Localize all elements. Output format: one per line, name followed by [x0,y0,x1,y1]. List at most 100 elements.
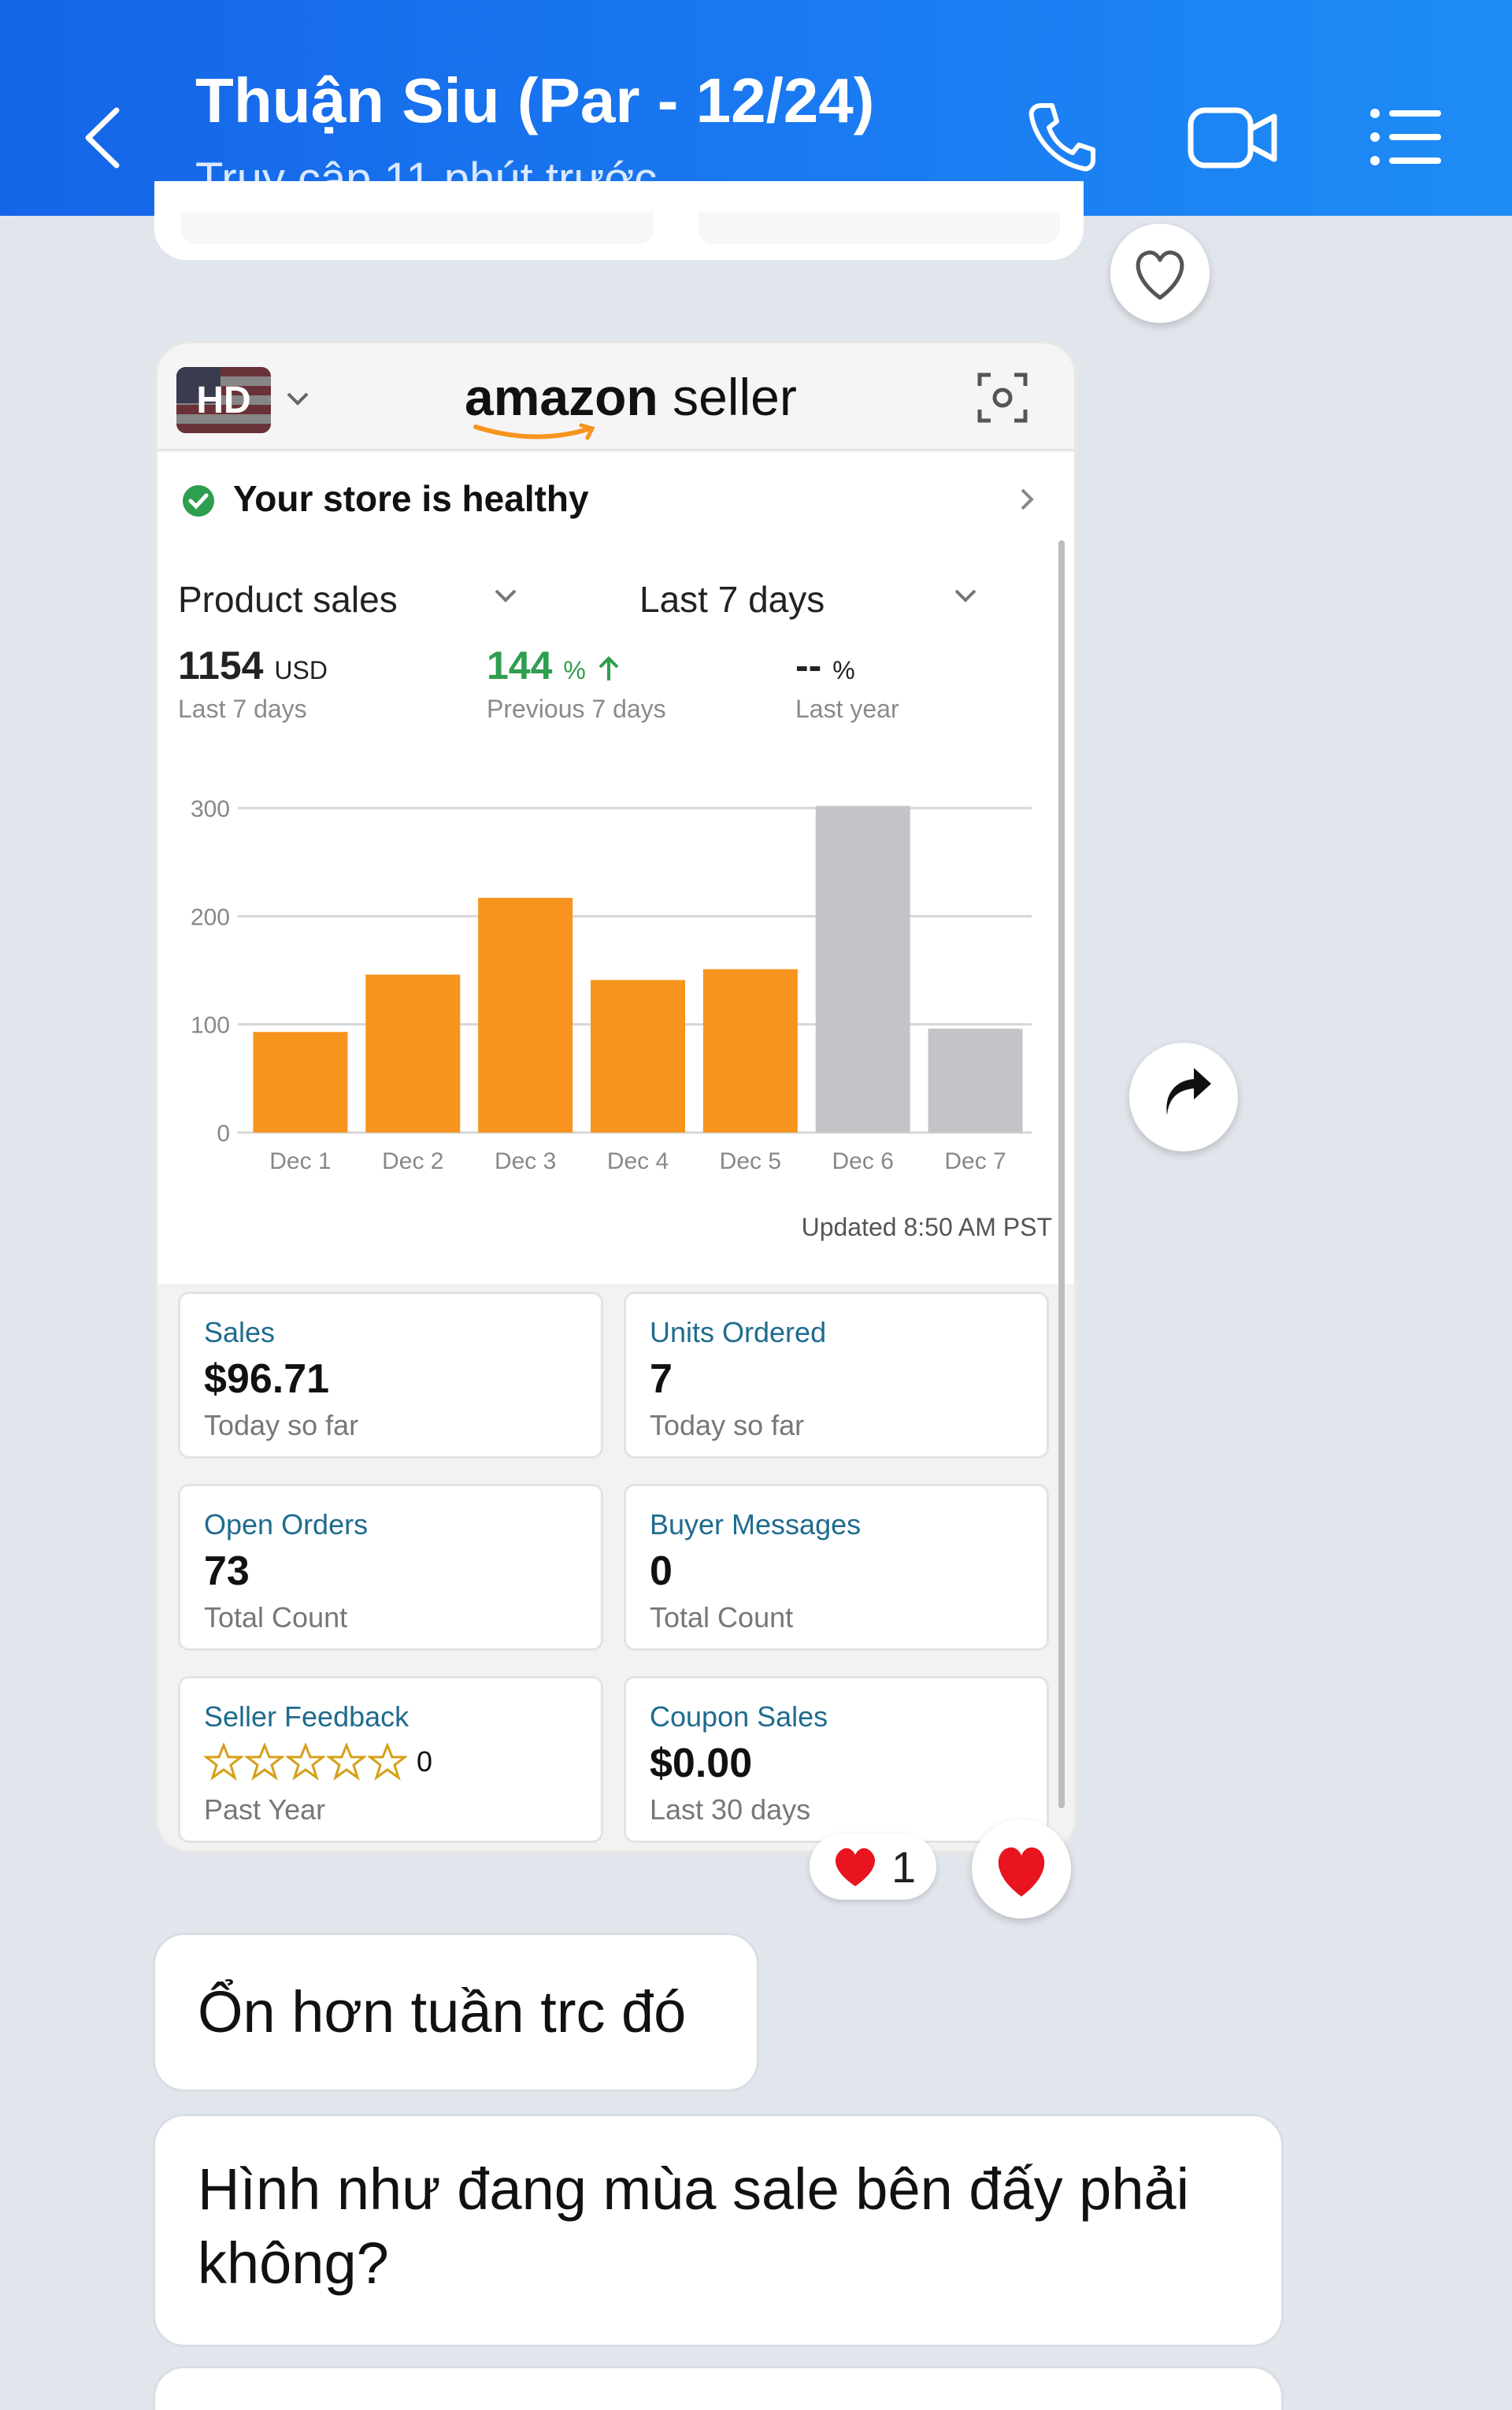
star-outline-icon [327,1743,366,1781]
message-bubble-partial [153,2366,1284,2410]
tile-caption: Past Year [204,1793,326,1826]
metric-selector[interactable]: Product sales [178,579,398,620]
message-bubble[interactable]: Ổn hơn tuần trc đó [153,1933,759,2092]
tile-caption: Today so far [650,1409,805,1441]
sales-yoy-caption: Last year [795,695,899,723]
bar-dec-5 [702,969,798,1133]
heart-icon [835,1848,876,1886]
chat-options-button[interactable] [1367,98,1446,180]
seller-feedback-tile[interactable]: Seller Feedback 0 Past Year [178,1676,603,1843]
video-call-icon [1188,107,1277,169]
sales-yoy: -- % [795,643,855,688]
sales-total-caption: Last 7 days [178,695,307,723]
heart-outline-icon [1136,250,1184,300]
tile-label: Units Ordered [650,1316,827,1348]
check-circle-icon [183,485,214,517]
message-text: Hình như đang mùa sale bên đấy phải khôn… [198,2156,1190,2296]
my-reaction-button[interactable] [972,1819,1071,1919]
reaction-count: 1 [891,1841,917,1892]
feedback-count: 0 [417,1745,433,1778]
chevron-down-icon [495,589,517,602]
heart-icon [998,1847,1045,1896]
units-ordered-tile[interactable]: Units Ordered 7 Today so far [624,1292,1049,1459]
bar-dec-4 [591,980,685,1133]
tile-value: 0 [650,1548,673,1594]
message-bubble[interactable]: Hình như đang mùa sale bên đấy phải khôn… [153,2114,1284,2347]
sales-change-caption: Previous 7 days [487,695,666,723]
menu-list-icon [1370,109,1441,165]
back-button[interactable] [76,102,131,173]
dashboard-panel [158,452,1074,1284]
open-orders-tile[interactable]: Open Orders 73 Total Count [178,1484,603,1651]
store-health-row[interactable]: Your store is healthy [158,452,1074,547]
tile-label: Open Orders [204,1508,369,1541]
phone-icon [1028,103,1095,172]
react-button[interactable] [1110,224,1210,323]
chevron-right-icon [1021,488,1034,510]
tile-value: $96.71 [204,1356,330,1402]
x-tick-label: Dec 7 [944,1148,1006,1174]
share-arrow-icon [1166,1068,1211,1115]
x-tick-label: Dec 3 [495,1148,556,1174]
updated-time: Updated 8:50 AM PST [801,1213,1052,1241]
partial-tile [181,213,654,244]
chat-title[interactable]: Thuận Siu (Par - 12/24) [195,65,875,135]
amazon-smile-icon [473,423,595,440]
scrollbar [1058,540,1065,1808]
seller-app-topbar [158,343,1074,450]
previous-message-partial [154,181,1084,260]
call-button[interactable] [1022,98,1101,180]
video-call-button[interactable] [1186,98,1280,180]
tile-label: Coupon Sales [650,1700,828,1733]
store-health-text: Your store is healthy [233,478,589,519]
sales-change: 144 % [487,643,621,688]
chevron-down-icon [287,392,309,406]
bar-dec-2 [365,974,461,1133]
message-text: Ổn hơn tuần trc đó [198,1979,687,2045]
arrow-up-icon [598,655,619,680]
bar-dec-1 [253,1032,348,1133]
x-tick-label: Dec 4 [607,1148,669,1174]
buyer-messages-tile[interactable]: Buyer Messages 0 Total Count [624,1484,1049,1651]
sales-bar-chart: 0 100 200 300 Dec 1 Dec 2 Dec 3 Dec 4 Dec 5 Dec 6… [191,796,1032,1174]
tile-value: $0.00 [650,1741,753,1786]
y-tick-label: 0 [217,1121,230,1147]
y-tick-label: 100 [191,1013,230,1039]
bar-dec-7 [928,1029,1023,1133]
amazon-seller-screenshot-message[interactable]: HD amazon seller Your store is healthy P… [154,340,1077,1854]
tile-value: 7 [650,1356,673,1402]
chat-header: Thuận Siu (Par - 12/24) Truy cập 11 phút… [0,0,1512,216]
tile-label: Seller Feedback [204,1700,410,1733]
sales-total: 1154 USD [178,643,328,688]
y-tick-label: 300 [191,796,230,822]
hd-badge: HD [176,367,271,433]
tile-value: 73 [204,1548,250,1594]
sales-tile[interactable]: Sales $96.71 Today so far [178,1292,603,1459]
x-tick-label: Dec 2 [382,1148,443,1174]
date-range-selector[interactable]: Last 7 days [639,579,825,620]
tile-caption: Today so far [204,1409,359,1441]
coupon-sales-tile[interactable]: Coupon Sales $0.00 Last 30 days [624,1676,1049,1843]
y-tick-label: 200 [191,904,230,930]
tile-caption: Last 30 days [650,1793,811,1826]
x-tick-label: Dec 1 [269,1148,331,1174]
tile-caption: Total Count [650,1601,794,1633]
share-button[interactable] [1129,1043,1238,1151]
amazon-seller-logo: amazon seller [465,368,797,426]
star-outline-icon [245,1743,284,1781]
star-rating: 0 [204,1743,432,1781]
chevron-down-icon [954,589,976,602]
x-tick-label: Dec 6 [832,1148,894,1174]
scan-camera-icon [977,373,1028,423]
tile-label: Sales [204,1316,276,1348]
partial-tile [698,213,1060,244]
x-tick-label: Dec 5 [720,1148,781,1174]
back-arrow-icon [85,107,120,169]
reaction-summary[interactable]: 1 [810,1833,937,1900]
tile-caption: Total Count [204,1601,348,1633]
star-outline-icon [286,1743,325,1781]
bar-dec-3 [478,897,573,1133]
star-outline-icon [368,1743,407,1781]
marketplace-flag[interactable]: HD [176,367,271,433]
scan-button[interactable] [976,372,1028,428]
